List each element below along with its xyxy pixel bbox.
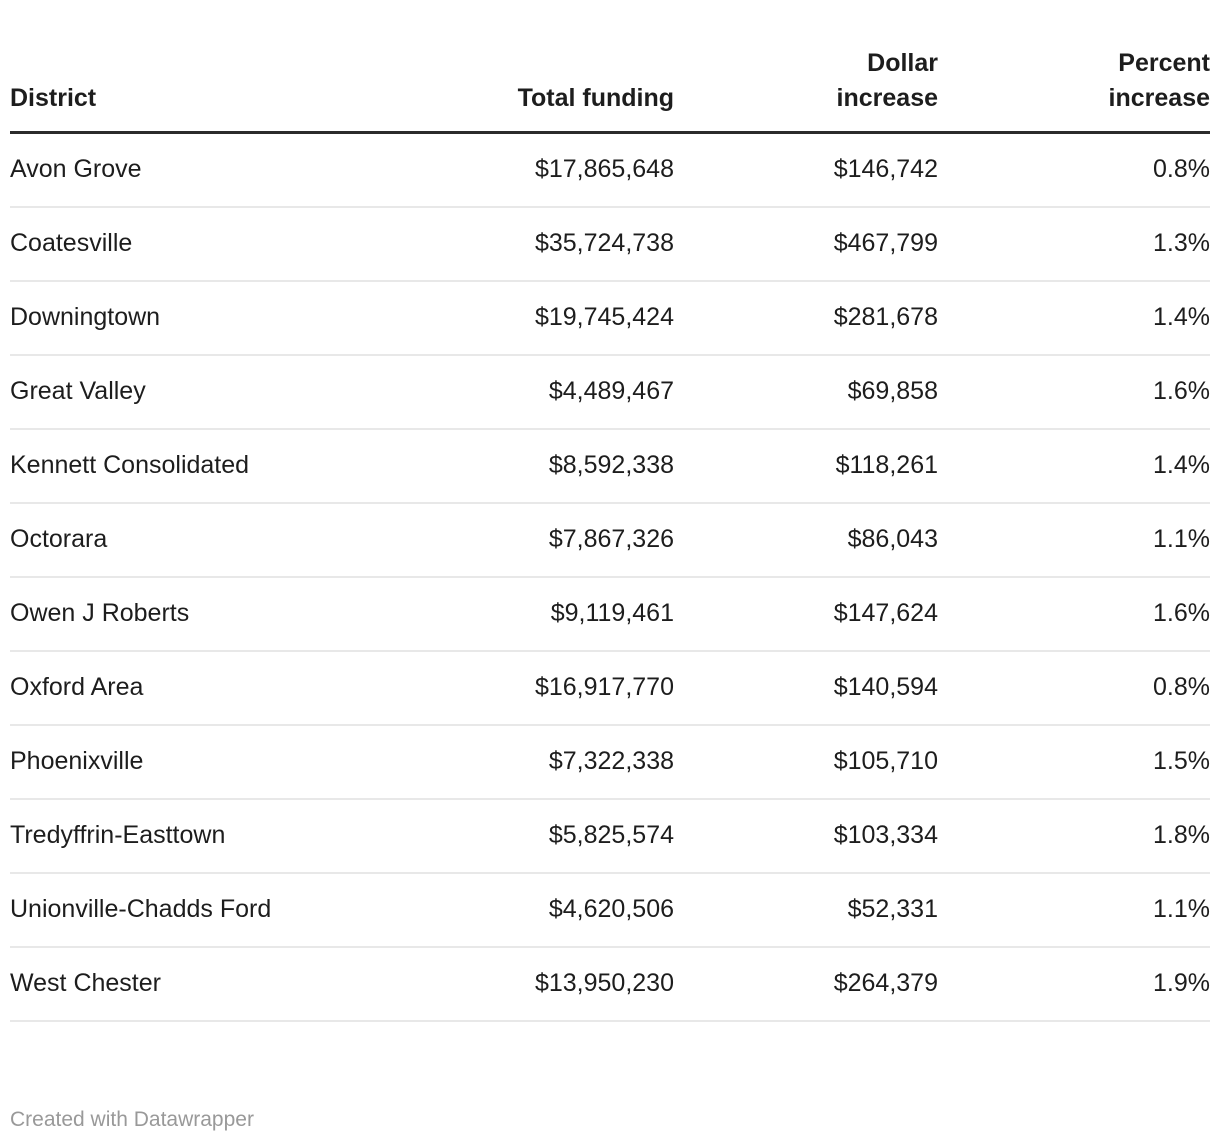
cell-dollar-increase: $118,261 (674, 429, 938, 504)
cell-district: Tredyffrin-Easttown (10, 799, 410, 874)
cell-total-funding: $13,950,230 (410, 947, 674, 1022)
cell-district: Unionville-Chadds Ford (10, 873, 410, 948)
cell-dollar-increase: $52,331 (674, 873, 938, 948)
cell-district: Kennett Consolidated (10, 429, 410, 504)
cell-dollar-increase: $86,043 (674, 503, 938, 578)
cell-percent-increase: 1.6% (938, 577, 1210, 652)
cell-total-funding: $9,119,461 (410, 577, 674, 652)
col-header-dollar-increase: Dollar increase (674, 0, 938, 134)
cell-dollar-increase: $147,624 (674, 577, 938, 652)
table-row: Owen J Roberts $9,119,461 $147,624 1.6% (10, 577, 1210, 652)
cell-total-funding: $19,745,424 (410, 281, 674, 356)
funding-table-container: District Total funding Dollar increase P… (10, 0, 1210, 1022)
cell-total-funding: $5,825,574 (410, 799, 674, 874)
cell-dollar-increase: $467,799 (674, 207, 938, 282)
table-body: Avon Grove $17,865,648 $146,742 0.8% Coa… (10, 132, 1210, 1022)
cell-percent-increase: 0.8% (938, 132, 1210, 208)
cell-district: Avon Grove (10, 132, 410, 208)
col-header-district: District (10, 0, 410, 134)
datawrapper-credit-link[interactable]: Created with Datawrapper (10, 1108, 254, 1131)
table-row: Great Valley $4,489,467 $69,858 1.6% (10, 355, 1210, 430)
cell-district: Downingtown (10, 281, 410, 356)
cell-dollar-increase: $281,678 (674, 281, 938, 356)
table-row: Kennett Consolidated $8,592,338 $118,261… (10, 429, 1210, 504)
table-row: Avon Grove $17,865,648 $146,742 0.8% (10, 132, 1210, 208)
table-header: District Total funding Dollar increase P… (10, 0, 1210, 134)
table-row: West Chester $13,950,230 $264,379 1.9% (10, 947, 1210, 1022)
cell-dollar-increase: $103,334 (674, 799, 938, 874)
cell-total-funding: $16,917,770 (410, 651, 674, 726)
cell-district: Oxford Area (10, 651, 410, 726)
cell-total-funding: $7,322,338 (410, 725, 674, 800)
cell-percent-increase: 1.4% (938, 429, 1210, 504)
table-row: Phoenixville $7,322,338 $105,710 1.5% (10, 725, 1210, 800)
cell-dollar-increase: $105,710 (674, 725, 938, 800)
cell-total-funding: $8,592,338 (410, 429, 674, 504)
header-row: District Total funding Dollar increase P… (10, 0, 1210, 134)
cell-district: Phoenixville (10, 725, 410, 800)
cell-dollar-increase: $140,594 (674, 651, 938, 726)
cell-percent-increase: 0.8% (938, 651, 1210, 726)
table-row: Octorara $7,867,326 $86,043 1.1% (10, 503, 1210, 578)
district-funding-table: District Total funding Dollar increase P… (10, 0, 1210, 1022)
cell-percent-increase: 1.8% (938, 799, 1210, 874)
cell-total-funding: $4,489,467 (410, 355, 674, 430)
cell-total-funding: $4,620,506 (410, 873, 674, 948)
table-row: Downingtown $19,745,424 $281,678 1.4% (10, 281, 1210, 356)
cell-percent-increase: 1.3% (938, 207, 1210, 282)
cell-percent-increase: 1.4% (938, 281, 1210, 356)
cell-percent-increase: 1.1% (938, 503, 1210, 578)
cell-dollar-increase: $146,742 (674, 132, 938, 208)
cell-dollar-increase: $69,858 (674, 355, 938, 430)
cell-district: Great Valley (10, 355, 410, 430)
cell-district: West Chester (10, 947, 410, 1022)
cell-percent-increase: 1.9% (938, 947, 1210, 1022)
cell-district: Owen J Roberts (10, 577, 410, 652)
col-header-total-funding: Total funding (410, 0, 674, 134)
cell-dollar-increase: $264,379 (674, 947, 938, 1022)
cell-total-funding: $35,724,738 (410, 207, 674, 282)
table-row: Coatesville $35,724,738 $467,799 1.3% (10, 207, 1210, 282)
cell-district: Coatesville (10, 207, 410, 282)
col-header-percent-increase: Percent increase (938, 0, 1210, 134)
table-row: Unionville-Chadds Ford $4,620,506 $52,33… (10, 873, 1210, 948)
table-row: Oxford Area $16,917,770 $140,594 0.8% (10, 651, 1210, 726)
cell-total-funding: $17,865,648 (410, 132, 674, 208)
cell-district: Octorara (10, 503, 410, 578)
cell-percent-increase: 1.6% (938, 355, 1210, 430)
cell-total-funding: $7,867,326 (410, 503, 674, 578)
cell-percent-increase: 1.5% (938, 725, 1210, 800)
cell-percent-increase: 1.1% (938, 873, 1210, 948)
table-row: Tredyffrin-Easttown $5,825,574 $103,334 … (10, 799, 1210, 874)
